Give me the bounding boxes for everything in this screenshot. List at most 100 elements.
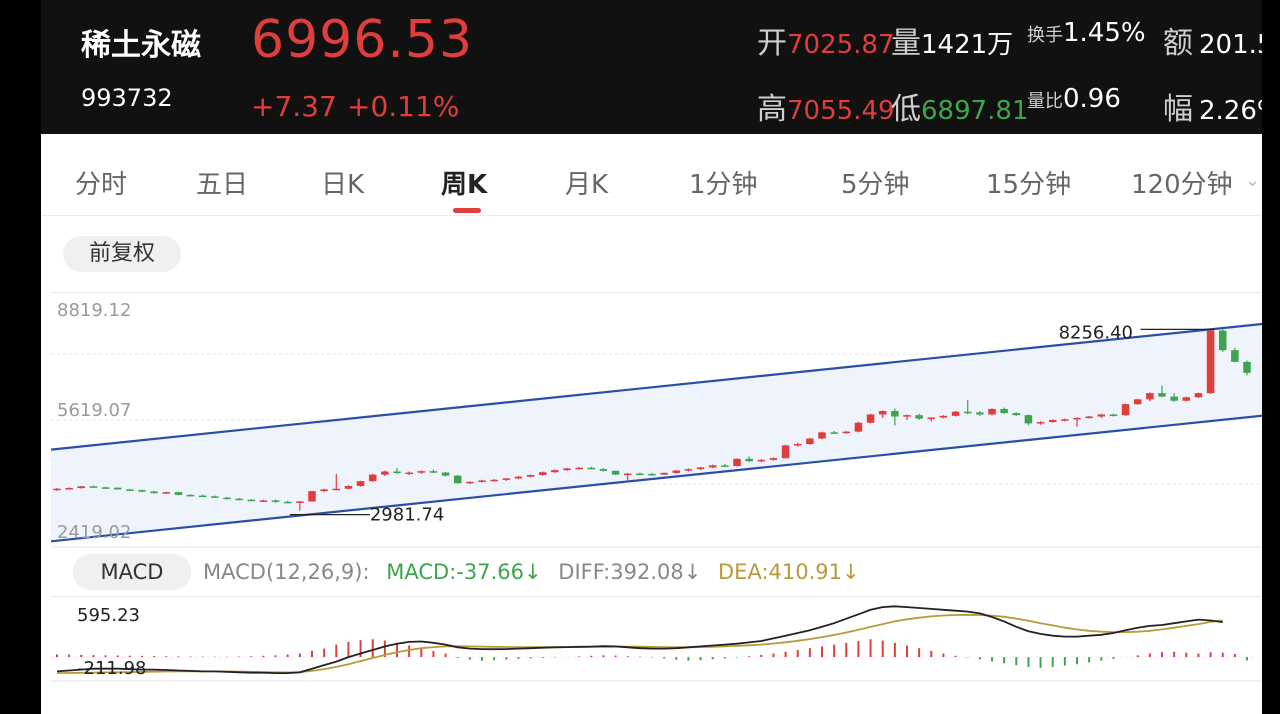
volume-value: 1421万 bbox=[921, 30, 1014, 60]
y-axis-label: 2419.02 bbox=[57, 522, 131, 543]
candle-body bbox=[648, 473, 656, 476]
high-stat: 高7055.49 bbox=[757, 84, 895, 128]
candle-body bbox=[296, 501, 304, 503]
candle-body bbox=[502, 478, 511, 480]
tab-5-minute[interactable]: 5分钟 bbox=[841, 170, 910, 200]
candle-body bbox=[113, 487, 122, 490]
candle-body bbox=[939, 415, 948, 418]
quote-header: 稀土永磁 993732 6996.53 +7.37 +0.11% 开7025.8… bbox=[41, 0, 1262, 134]
candle-body bbox=[878, 411, 887, 415]
turnover-value: 1.45% bbox=[1063, 18, 1146, 48]
channel-lower-line bbox=[51, 414, 1262, 543]
volume-ratio-value: 0.96 bbox=[1063, 84, 1121, 114]
candle-body bbox=[1182, 397, 1191, 401]
chevron-down-icon[interactable]: ⌄ bbox=[1245, 170, 1261, 191]
candle-body bbox=[77, 486, 86, 489]
candle-body bbox=[466, 481, 474, 484]
candle-body bbox=[247, 499, 256, 502]
candle-body bbox=[150, 491, 158, 494]
candle-body bbox=[830, 432, 838, 434]
diff-line bbox=[56, 605, 1223, 674]
amplitude-value: 2.26% bbox=[1199, 96, 1262, 126]
candle-body bbox=[733, 458, 741, 467]
candle-body bbox=[1109, 414, 1118, 416]
tab-daily-k[interactable]: 日K bbox=[321, 170, 365, 200]
candle-body bbox=[198, 495, 207, 498]
open-stat: 开7025.87 bbox=[757, 18, 895, 62]
candle-body bbox=[283, 501, 292, 504]
candle-body bbox=[320, 489, 328, 492]
candle-body bbox=[927, 417, 936, 420]
candle-body bbox=[963, 411, 972, 414]
candle-body bbox=[344, 485, 353, 489]
candle-body bbox=[417, 471, 426, 473]
candle-body bbox=[429, 471, 438, 473]
candle-body bbox=[951, 411, 960, 416]
candle-body bbox=[599, 469, 608, 471]
candle-body bbox=[660, 472, 668, 475]
candle-body bbox=[174, 492, 183, 495]
volume-label: 量 bbox=[891, 26, 921, 61]
indicator-select-button[interactable]: MACD bbox=[73, 554, 191, 590]
tab-timeshare[interactable]: 分时 bbox=[75, 170, 128, 200]
quote-panel: 稀土永磁 993732 6996.53 +7.37 +0.11% 开7025.8… bbox=[41, 0, 1262, 714]
candle-body bbox=[721, 465, 729, 467]
current-price: 6996.53 bbox=[251, 10, 474, 70]
amount-value: 201.5 bbox=[1199, 30, 1262, 60]
candle-body bbox=[1000, 408, 1008, 414]
tab-five-day[interactable]: 五日 bbox=[196, 170, 249, 200]
candle-body bbox=[1146, 393, 1154, 400]
candle-body bbox=[138, 490, 146, 492]
open-value: 7025.87 bbox=[787, 30, 895, 60]
candle-body bbox=[271, 500, 280, 502]
candle-body bbox=[478, 480, 486, 482]
tab-monthly-k[interactable]: 月K bbox=[565, 170, 609, 200]
high-value: 7055.49 bbox=[787, 96, 895, 126]
y-axis-label: 8819.12 bbox=[57, 300, 131, 321]
candle-body bbox=[162, 492, 171, 494]
candle-body bbox=[1024, 415, 1033, 424]
candle-body bbox=[1061, 419, 1069, 421]
candle-body bbox=[514, 476, 523, 479]
candle-body bbox=[636, 473, 644, 476]
candle-body bbox=[696, 467, 705, 470]
candle-body bbox=[915, 415, 923, 419]
low-stat: 低6897.81 bbox=[891, 84, 1029, 128]
candle-body bbox=[818, 432, 826, 439]
candle-body bbox=[405, 472, 413, 475]
active-tab-indicator bbox=[453, 208, 481, 213]
channel-upper-line bbox=[51, 322, 1262, 451]
price-change-percent: +0.11% bbox=[347, 90, 460, 123]
candle-body bbox=[988, 408, 996, 415]
stock-code: 993732 bbox=[81, 84, 173, 112]
candle-body bbox=[538, 472, 547, 475]
candle-body bbox=[393, 471, 401, 474]
candle-body bbox=[53, 488, 61, 491]
dea-value: DEA:410.91↓ bbox=[718, 560, 860, 584]
tab-120-minute[interactable]: 120分钟 bbox=[1131, 170, 1233, 200]
tab-1-minute[interactable]: 1分钟 bbox=[689, 170, 758, 200]
candle-body bbox=[368, 474, 377, 482]
amplitude-label: 幅 bbox=[1163, 92, 1193, 127]
candle-body bbox=[1036, 422, 1045, 424]
candle-body bbox=[793, 444, 802, 446]
candlestick-chart[interactable]: 8819.12 5619.07 2419.02 2981.74 8256.40 bbox=[51, 292, 1262, 548]
macd-chart[interactable]: 595.23 -211.98 bbox=[51, 596, 1262, 686]
channel-fill bbox=[51, 324, 1262, 542]
candle-body bbox=[101, 487, 110, 489]
candle-body bbox=[259, 500, 268, 502]
stock-name: 稀土永磁 bbox=[81, 28, 201, 63]
price-adjust-button[interactable]: 前复权 bbox=[63, 236, 181, 272]
candle-body bbox=[757, 459, 766, 462]
candle-body bbox=[866, 414, 875, 423]
open-label: 开 bbox=[757, 26, 787, 61]
candle-body bbox=[575, 467, 583, 470]
volume-ratio-stat: 量比0.96 bbox=[1027, 84, 1121, 114]
turnover-label: 换手 bbox=[1027, 25, 1063, 46]
candle-body bbox=[1218, 330, 1227, 351]
candle-body bbox=[708, 465, 717, 468]
tab-15-minute[interactable]: 15分钟 bbox=[986, 170, 1072, 200]
tab-weekly-k[interactable]: 周K bbox=[441, 170, 488, 200]
